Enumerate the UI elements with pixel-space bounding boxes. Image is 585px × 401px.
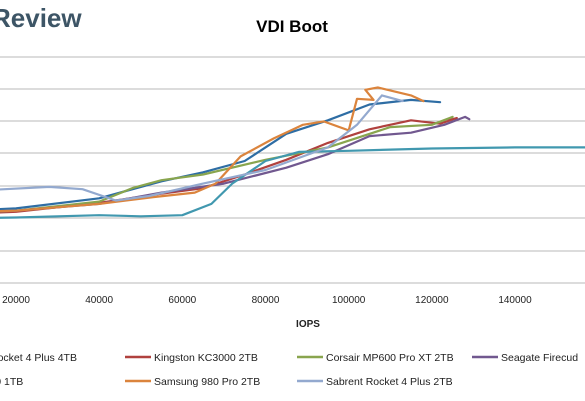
series-line-0 <box>0 98 442 211</box>
site-logo-text: Review <box>0 3 82 33</box>
legend-label: SN850 1TB <box>0 376 23 388</box>
legend-label: Corsair MP600 Pro XT 2TB <box>326 352 454 364</box>
legend-label: Seagate Firecud <box>501 352 578 364</box>
legend-label: Samsung 980 Pro 2TB <box>154 376 260 388</box>
series-line-2 <box>0 115 454 213</box>
x-tick-label: 60000 <box>168 295 196 306</box>
x-tick-label: 120000 <box>415 295 449 306</box>
x-axis-label: IOPS <box>296 319 320 330</box>
x-tick-label: 80000 <box>252 295 280 306</box>
x-tick-label: 100000 <box>332 295 366 306</box>
x-tick-label: 20000 <box>2 295 30 306</box>
legend-label: Sabrent Rocket 4 Plus 2TB <box>326 376 453 388</box>
x-tick-label: 140000 <box>498 295 532 306</box>
gridlines <box>0 56 585 284</box>
series-line-1 <box>0 116 458 214</box>
legend-label: rent Rocket 4 Plus 4TB <box>0 352 77 364</box>
chart-title: VDI Boot <box>256 17 328 36</box>
series-line-5 <box>0 86 425 213</box>
x-tick-label: 40000 <box>85 295 113 306</box>
series-line-3 <box>0 115 471 213</box>
legend-label: Kingston KC3000 2TB <box>154 352 258 364</box>
x-tick-labels: 2000040000600008000010000012000014000016 <box>2 295 532 306</box>
series-layer <box>0 86 585 219</box>
legend: rent Rocket 4 Plus 4TB Kingston KC3000 2T… <box>0 352 578 388</box>
series-line-6 <box>0 94 404 202</box>
series-line-4 <box>0 146 585 219</box>
